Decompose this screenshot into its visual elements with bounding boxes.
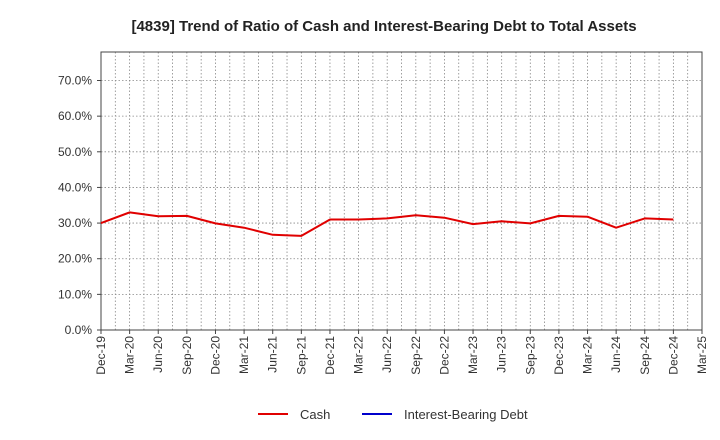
x-tick-label: Dec-19 [94, 336, 108, 375]
plot-frame [100, 51, 703, 331]
x-tick-label: Jun-24 [609, 336, 623, 373]
x-tick-label: Dec-22 [437, 336, 451, 375]
legend-label-cash: Cash [300, 407, 330, 422]
plot-area: 0.0% 10.0% 20.0% 30.0% 40.0% 50.0% 60.0% 70.0% D… [58, 51, 709, 375]
x-tick-label: Dec-24 [666, 336, 680, 375]
y-tick-label: 10.0% [58, 287, 92, 301]
x-tick-label: Mar-23 [466, 336, 480, 374]
x-tick-label: Mar-21 [237, 336, 251, 374]
x-tick-label: Jun-22 [380, 336, 394, 373]
x-tick-label: Mar-24 [581, 336, 595, 374]
y-tick-label: 50.0% [58, 145, 92, 159]
y-tick-label: 20.0% [58, 252, 92, 266]
series-line-cash [100, 211, 674, 237]
chart-title: [4839] Trend of Ratio of Cash and Intere… [131, 18, 636, 35]
grid-lines [101, 52, 702, 330]
x-tick-label: Dec-21 [323, 336, 337, 375]
x-tick-label: Mar-22 [352, 336, 366, 374]
legend-label-interest-bearing-debt: Interest-Bearing Debt [404, 407, 528, 422]
x-tick-label: Jun-20 [151, 336, 165, 373]
x-tick-label: Jun-21 [266, 336, 280, 373]
x-tick-label: Sep-23 [523, 336, 537, 375]
y-tick-label: 30.0% [58, 216, 92, 230]
x-tick-label: Dec-20 [208, 336, 222, 375]
x-tick-label: Sep-24 [638, 336, 652, 375]
x-tick-label: Mar-20 [123, 336, 137, 374]
x-tick-label: Sep-20 [180, 336, 194, 375]
x-tick-label: Jun-23 [495, 336, 509, 373]
x-tick-label: Sep-21 [294, 336, 308, 375]
y-tick-label: 0.0% [65, 323, 93, 337]
x-tick-label: Mar-25 [695, 336, 709, 374]
y-tick-label: 70.0% [58, 74, 92, 88]
x-tick-label: Dec-23 [552, 336, 566, 375]
x-tick-label: Sep-22 [409, 336, 423, 375]
y-tick-label: 60.0% [58, 109, 92, 123]
legend: Cash Interest-Bearing Debt [258, 407, 528, 422]
y-tick-label: 40.0% [58, 180, 92, 194]
